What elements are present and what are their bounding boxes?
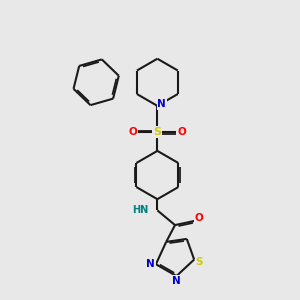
Text: O: O — [195, 213, 203, 223]
Text: O: O — [177, 127, 186, 137]
Text: HN: HN — [132, 206, 148, 215]
Text: N: N — [146, 259, 155, 269]
Text: N: N — [158, 99, 166, 110]
Text: O: O — [129, 127, 138, 137]
Text: N: N — [172, 276, 181, 286]
Text: S: S — [153, 127, 161, 137]
Text: S: S — [196, 257, 203, 267]
